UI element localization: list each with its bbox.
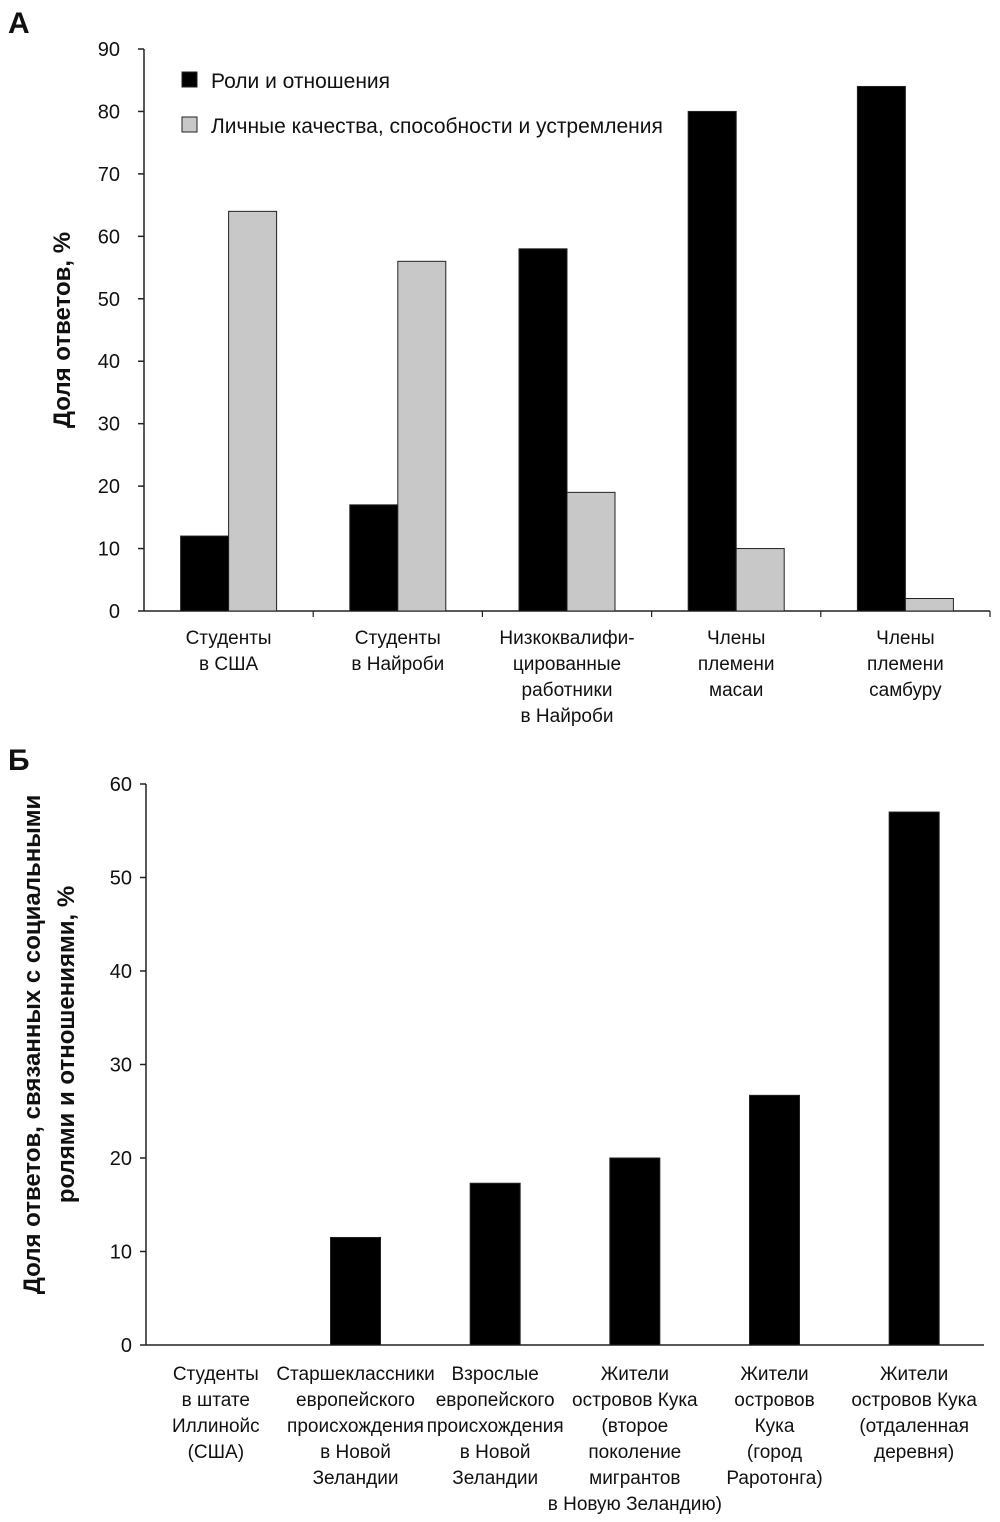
category-label-line: (США) xyxy=(188,1442,244,1463)
y-tick-label: 60 xyxy=(98,226,120,248)
bar xyxy=(609,1157,661,1346)
category-label-line: в Новую Зеландию) xyxy=(548,1494,722,1515)
category-label-line: Члены xyxy=(707,628,765,649)
category-label-line: поколение xyxy=(588,1442,681,1463)
category-label-line: племени xyxy=(698,654,775,675)
bar xyxy=(330,1236,381,1346)
bar xyxy=(397,260,447,612)
y-tick-label: 80 xyxy=(98,101,120,123)
bar xyxy=(228,210,278,612)
bar xyxy=(518,248,568,612)
y-tick-label: 30 xyxy=(98,414,120,436)
y-tick-label: 0 xyxy=(109,601,120,623)
category-label-line: в Новой xyxy=(320,1442,391,1463)
category-label-line: (город xyxy=(747,1442,802,1463)
category-label-line: Студенты xyxy=(355,628,441,649)
category-label-line: Иллинойс xyxy=(172,1416,260,1437)
bar xyxy=(888,811,940,1346)
category-label-line: происхождения xyxy=(427,1416,564,1437)
category-label: Жители островов Кука (отдаленная деревня) xyxy=(851,1364,977,1463)
category-label-line: в Найроби xyxy=(351,654,444,675)
category-label: Студенты в США xyxy=(186,628,272,675)
category-label-line: европейского xyxy=(296,1390,415,1411)
panel-label: Б xyxy=(8,744,30,777)
category-label-line: (второе xyxy=(601,1416,668,1437)
category-label: Взрослые европейского происхождения в Новой… xyxy=(427,1364,564,1489)
y-axis-label-line: ролями и отношениями, % xyxy=(53,886,80,1203)
category-label: Студенты в Найроби xyxy=(351,628,444,675)
category-label-line: Жители xyxy=(601,1364,669,1385)
category-label: Студенты в штате Иллинойс (США) xyxy=(172,1364,260,1463)
category-label-line: работники xyxy=(522,680,613,701)
bar xyxy=(856,85,906,612)
category-label-line: в США xyxy=(199,654,259,675)
y-tick-label: 10 xyxy=(98,539,120,561)
category-label: Жители островов Кука (второе поколение мигра… xyxy=(548,1364,722,1515)
y-tick-label: 20 xyxy=(98,476,120,498)
category-label-line: масаи xyxy=(709,680,763,701)
category-label-line: Жители xyxy=(880,1364,948,1385)
y-tick-label: 30 xyxy=(110,1055,132,1077)
category-label-line: в Найроби xyxy=(521,706,614,727)
y-tick-label: 40 xyxy=(110,961,132,983)
category-label-line: Кука xyxy=(755,1416,795,1437)
category-label-line: Зеландии xyxy=(452,1468,538,1489)
bar xyxy=(566,491,616,612)
bar xyxy=(180,535,230,612)
panel-label: А xyxy=(8,7,30,40)
category-label-line: Члены xyxy=(876,628,934,649)
y-axis-label-line: Доля ответов, связанных с социальными xyxy=(19,795,46,1294)
category-label: Старшеклассники европейского происхождения… xyxy=(276,1364,434,1489)
panel-b: Б Доля ответов, связанных с социальными ро… xyxy=(8,744,984,1515)
category-label: Низкоквалифи-цированные работники в Найроб… xyxy=(499,628,634,727)
category-label-line: Взрослые xyxy=(452,1364,539,1385)
category-label-line: племени xyxy=(867,654,944,675)
bar xyxy=(687,110,737,612)
bar xyxy=(904,598,954,612)
category-label-line: (отдаленная xyxy=(859,1416,969,1437)
legend-swatch xyxy=(181,71,198,88)
category-label-line: цированные xyxy=(513,654,621,675)
category-label-line: островов xyxy=(734,1390,814,1411)
category-label-line: островов Кука xyxy=(572,1390,698,1411)
bar xyxy=(469,1182,521,1346)
y-tick-label: 60 xyxy=(110,774,132,796)
category-label-line: самбуру xyxy=(869,680,942,701)
y-axis-label: Доля ответов, связанных с социальными рол… xyxy=(19,795,80,1294)
y-tick-label: 20 xyxy=(110,1148,132,1170)
y-tick-label: 50 xyxy=(110,868,132,890)
y-tick-label: 50 xyxy=(98,289,120,311)
category-label-line: островов Кука xyxy=(851,1390,977,1411)
category-label: Члены племени самбуру xyxy=(867,628,944,701)
category-label-line: в Новой xyxy=(460,1442,531,1463)
category-label-line: европейского xyxy=(436,1390,555,1411)
y-tick-label: 70 xyxy=(98,164,120,186)
category-label: Жители островов Кука (город Раротонга) xyxy=(726,1364,822,1489)
category-label: Члены племени масаи xyxy=(698,628,775,701)
legend-swatch xyxy=(181,116,198,133)
bar xyxy=(749,1094,800,1346)
y-tick-label: 90 xyxy=(98,39,120,61)
category-label-line: происхождения xyxy=(287,1416,424,1437)
category-label-line: Зеландии xyxy=(313,1468,399,1489)
category-label-line: деревня) xyxy=(874,1442,954,1463)
category-label-line: Студенты xyxy=(186,628,272,649)
bar xyxy=(349,504,399,612)
y-axis-label: Доля ответов, % xyxy=(49,232,76,428)
legend-label: Личные качества, способности и устремлен… xyxy=(211,115,663,138)
category-label-line: в штате xyxy=(182,1390,250,1411)
y-tick-label: 0 xyxy=(121,1335,132,1357)
category-label-line: Старшеклассники xyxy=(276,1364,434,1385)
y-tick-label: 40 xyxy=(98,351,120,373)
category-label-line: Жители xyxy=(740,1364,808,1385)
category-label-line: Низкоквалифи- xyxy=(499,628,634,649)
y-tick-label: 10 xyxy=(110,1242,132,1264)
panel-a: А Доля ответов, % 0 10 20 30 40 50 60 70 80 90 Студе… xyxy=(8,7,991,727)
bar xyxy=(735,548,785,612)
category-label-line: мигрантов xyxy=(589,1468,680,1489)
category-label-line: Студенты xyxy=(173,1364,259,1385)
legend-label: Роли и отношения xyxy=(211,70,390,93)
category-label-line: Раротонга) xyxy=(726,1468,822,1489)
